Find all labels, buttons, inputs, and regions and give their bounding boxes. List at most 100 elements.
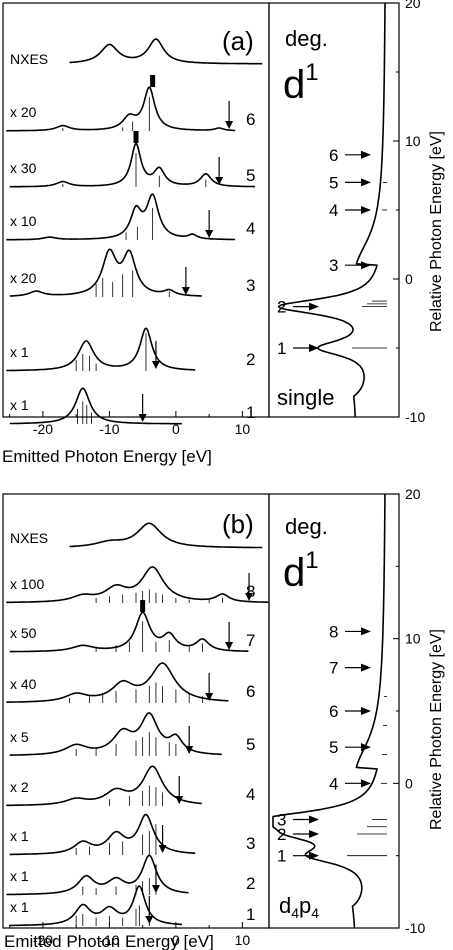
panel-a-label: (a)	[222, 26, 254, 56]
b-spectrum-5-index: 5	[246, 735, 255, 754]
b-x-tick-label: -10	[99, 932, 119, 948]
a-spectrum-4-arrowhead	[205, 230, 214, 238]
b-level-arrowhead-6	[361, 707, 371, 715]
b-y-tick-label: 10	[405, 631, 421, 647]
panel-b-caption-p-sub: 4	[311, 905, 319, 921]
a-level-label-4: 4	[329, 201, 338, 220]
a-level-label-6: 6	[329, 146, 338, 165]
b-spectrum-6-scale: x 40	[10, 676, 37, 692]
a-spectrum-6-index: 6	[246, 110, 255, 129]
a-level-label-3: 3	[329, 256, 338, 275]
panel-b-side-caption: d4p4	[279, 893, 319, 921]
b-spectrum-8-curve	[6, 566, 269, 604]
b-spectrum-3-index: 3	[246, 834, 255, 853]
b-spectrum-7-curve	[9, 611, 249, 653]
a-y-tick-label: 0	[405, 271, 413, 287]
a-spectrum-4-scale: x 10	[10, 213, 37, 229]
panel-b-config-sup: 1	[305, 547, 318, 574]
b-spectrum-7-marker	[140, 600, 146, 612]
a-spectrum-4-index: 4	[246, 219, 255, 238]
a-spectrum-6-marker	[150, 75, 156, 87]
b-x-tick-label: 0	[172, 932, 180, 948]
panel-b-spectra: x 100 8 x 50 7 x 40 6 x 5 5 x 2 4 x 1 3 x 1 2 x 1 1	[6, 522, 269, 927]
b-spectrum-3-scale: x 1	[10, 828, 29, 844]
a-spectrum-1-arrowhead	[138, 414, 147, 422]
b-spectrum-2-scale: x 1	[10, 868, 29, 884]
a-spectrum-1-curve	[9, 387, 182, 425]
a-level-label-1: 1	[277, 339, 286, 358]
a-level-label-5: 5	[329, 173, 338, 192]
a-spectrum-6-scale: x 20	[10, 104, 37, 120]
b-spectrum-7-scale: x 50	[10, 625, 37, 641]
b-level-label-7: 7	[329, 659, 338, 678]
a-x-tick-label: -20	[33, 421, 53, 437]
b-spectrum-8-arrowhead	[245, 593, 254, 601]
a-y-tick-label: 10	[405, 133, 421, 149]
panel-b-x-label: Emitted Photon Energy [eV]	[4, 932, 214, 950]
b-level-label-5: 5	[329, 738, 338, 757]
panel-a-level-diagram: 6 5 4 3 2 1	[277, 3, 387, 418]
a-spectrum-3-arrowhead	[181, 287, 190, 295]
panel-b-left-frame	[2, 493, 270, 929]
a-spectrum-1-index: 1	[246, 403, 255, 422]
a-spectrum-4-curve	[6, 193, 236, 241]
a-spectrum-2-curve	[6, 327, 196, 372]
a-spectrum-5-curve	[9, 142, 256, 188]
b-spectrum-4-scale: x 2	[10, 779, 29, 795]
b-level-arrowhead-3	[309, 815, 319, 824]
panel-b: (b) x 100 8 x 50 7 x 40 6 x 5 5 x 2 4 x 1 3 x 1 2 x 1 1…	[2, 486, 445, 950]
b-nxes-curve	[69, 522, 263, 549]
a-spectrum-2-index: 2	[246, 350, 255, 369]
panel-a-spectra: x 20 6 x 30 5 x 10 4 x 20 3 x 1 2 x 1 1	[6, 38, 263, 425]
b-spectrum-2-index: 2	[246, 874, 255, 893]
b-y-tick-label: 20	[405, 486, 421, 502]
b-spectrum-4-index: 4	[246, 785, 255, 804]
b-y-tick-label: 0	[405, 775, 413, 791]
panel-b-caption-p: p	[299, 893, 311, 918]
b-spectrum-1-arrowhead	[145, 916, 154, 924]
a-y-tick-label: 20	[405, 0, 421, 11]
panel-a-y-label: Relative Photon Energy [eV]	[428, 131, 445, 332]
panel-a-config-base: d	[283, 63, 305, 107]
b-spectrum-5-scale: x 5	[10, 729, 29, 745]
panel-a: (a) x 20 6 x 30 5 x 10 4 x 20 3 x 1 2 x 1 1 -20 -10 0…	[2, 0, 445, 466]
a-nxes-curve	[69, 38, 263, 65]
b-spectrum-7-arrowhead	[225, 642, 234, 650]
b-spectrum-7-index: 7	[246, 631, 255, 650]
b-x-tick-label: 10	[235, 932, 251, 948]
b-spectrum-6-curve	[6, 662, 229, 703]
panel-b-y-label: Relative Photon Energy [eV]	[428, 629, 445, 830]
panel-a-side-title: deg.	[285, 26, 328, 51]
b-level-arrowhead-1	[309, 851, 319, 860]
a-level-arrowhead-1	[309, 344, 319, 352]
b-y-tick-label: -10	[405, 920, 425, 936]
panel-a-x-axis: -20 -10 0 10	[9, 411, 250, 437]
a-spectrum-2-scale: x 1	[10, 344, 29, 360]
a-level-arrowhead-4	[361, 206, 371, 214]
a-x-tick-label: 0	[172, 421, 180, 437]
b-spectrum-1-curve	[9, 885, 183, 927]
panel-b-side-title: deg.	[285, 514, 328, 539]
b-level-arrowhead-2	[309, 829, 319, 838]
b-x-tick-label: -20	[33, 932, 53, 948]
b-level-arrowhead-7	[361, 663, 371, 672]
panel-a-reference-label: NXES	[10, 51, 48, 67]
a-spectrum-3-curve	[9, 248, 202, 297]
b-level-arrowhead-5	[361, 743, 371, 752]
a-spectrum-5-scale: x 30	[10, 160, 37, 176]
b-spectrum-4-curve	[6, 765, 202, 807]
a-level-arrowhead-6	[361, 150, 371, 159]
panel-a-config-sup: 1	[305, 59, 318, 86]
panel-b-y-axis: 20 10 0 -10	[393, 486, 425, 936]
panel-b-caption-d: d	[279, 893, 291, 918]
b-spectrum-1-scale: x 1	[10, 899, 29, 915]
a-spectrum-3-scale: x 20	[10, 270, 37, 286]
panel-b-caption-d-sub: 4	[291, 905, 299, 921]
b-level-label-3: 3	[277, 811, 286, 830]
b-spectrum-6-index: 6	[246, 682, 255, 701]
a-level-arrowhead-3	[361, 261, 371, 270]
a-spectrum-5-arrowhead	[215, 177, 224, 185]
b-level-label-4: 4	[329, 774, 338, 793]
b-level-arrowhead-8	[361, 627, 371, 636]
